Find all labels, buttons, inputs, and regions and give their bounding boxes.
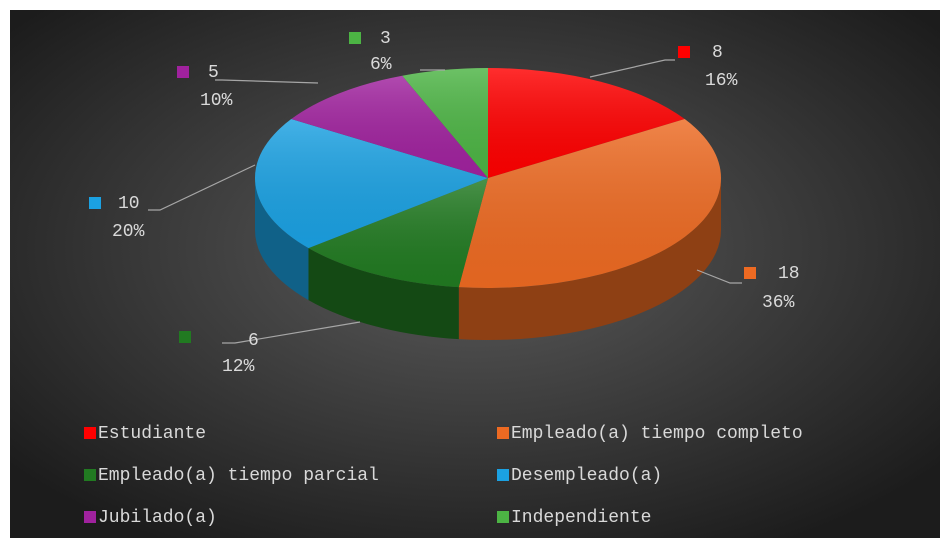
data-label-percent: 12% [222,357,255,377]
slice-shade [458,119,722,289]
legend-label: Independiente [511,508,651,528]
leader-line [148,164,256,211]
legend-label: Estudiante [98,424,206,444]
data-label-value: 6 [248,331,259,351]
slice-shade [402,68,488,178]
data-label-key [349,32,361,44]
data-label-value: 10 [118,194,140,214]
legend-key [497,511,509,523]
slice-shade [255,119,488,249]
legend-label: Empleado(a) tiempo parcial [98,466,379,486]
data-label-value: 8 [712,43,723,63]
leader-line [589,59,675,78]
data-label-key [744,267,756,279]
legend-label: Jubilado(a) [98,508,217,528]
leader-line [696,269,742,284]
legend-label: Desempleado(a) [511,466,662,486]
data-label-percent: 10% [200,91,233,111]
data-label-key [179,331,191,343]
leader-line [215,79,319,84]
legend-label: Empleado(a) tiempo completo [511,424,803,444]
slice-side [255,178,309,301]
data-label-value: 18 [778,264,800,284]
legend-key [497,469,509,481]
data-label-percent: 6% [370,55,392,75]
data-label-percent: 36% [762,293,795,313]
legend-key [84,511,96,523]
data-label-percent: 20% [112,222,145,242]
legend-key [497,427,509,439]
data-label-key [177,66,189,78]
slice-shade [308,178,488,288]
legend-key [84,469,96,481]
data-label-value: 5 [208,63,219,83]
slice-shade [291,75,488,178]
leader-line [222,321,361,344]
data-label-key [89,197,101,209]
data-label-percent: 16% [705,71,738,91]
legend-key [84,427,96,439]
slice-side [308,248,459,340]
data-label-value: 3 [380,29,391,49]
slice-side [458,178,721,340]
data-label-key [678,46,690,58]
slice-shade [488,68,685,178]
